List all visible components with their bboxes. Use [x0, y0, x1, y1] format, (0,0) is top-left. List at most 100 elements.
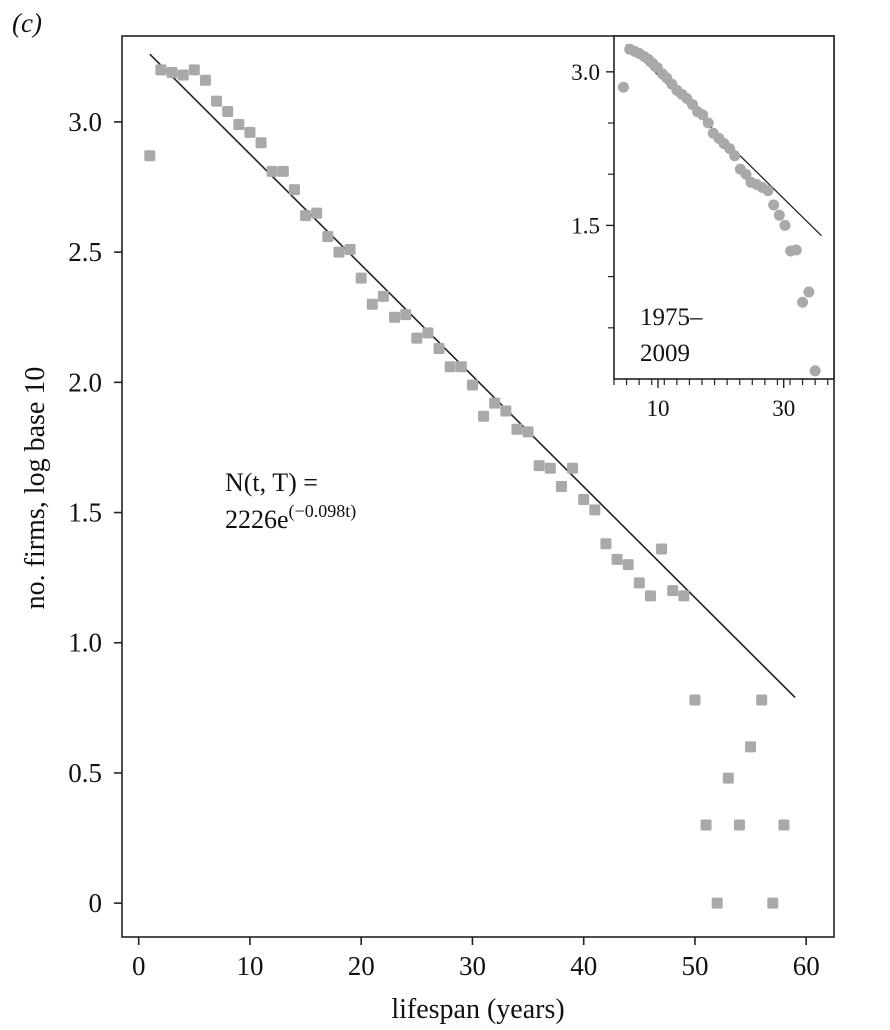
main-data-point [300, 210, 312, 222]
main-x-tick-label: 30 [459, 951, 486, 981]
main-data-point [455, 361, 467, 373]
fit-equation-line1: N(t, T) = [225, 468, 318, 497]
main-data-point [433, 342, 445, 354]
main-data-point [266, 165, 278, 177]
main-data-point [377, 290, 389, 302]
main-data-point [522, 426, 534, 438]
inset-data-point [729, 150, 741, 162]
main-data-point [400, 309, 412, 321]
inset-x-tick-label: 30 [772, 396, 795, 421]
main-data-point [500, 405, 512, 417]
main-data-point [188, 64, 200, 76]
main-x-tick-label: 0 [132, 951, 146, 981]
fit-equation-line2: 2226e(−0.098t) [225, 501, 356, 534]
inset-y-tick-label: 3.0 [571, 60, 600, 85]
x-axis-label: lifespan (years) [391, 994, 564, 1025]
main-y-tick-label: 2.0 [68, 367, 102, 397]
main-data-point [366, 298, 378, 310]
main-data-point [555, 481, 567, 492]
inset-data-point [790, 244, 802, 256]
main-data-point [644, 590, 656, 602]
main-data-point [533, 460, 545, 472]
inset-data-point [809, 365, 821, 377]
inset-data-point [617, 81, 629, 93]
main-data-point [244, 126, 256, 138]
main-x-tick-label: 20 [348, 951, 375, 981]
main-x-tick-label: 40 [570, 951, 597, 981]
main-data-point [466, 379, 478, 391]
inset-plot-frame [613, 35, 835, 380]
main-plot-frame [121, 35, 835, 938]
panel-label: (c) [12, 8, 42, 38]
main-y-ticks: 0 0.5 1.0 1.5 2.0 2.5 3.0 [68, 107, 122, 918]
main-data-point [600, 538, 612, 550]
main-data-point [422, 327, 434, 339]
main-data-point [177, 69, 189, 81]
main-x-tick-label: 50 [681, 951, 708, 981]
main-data-point [233, 119, 245, 131]
main-data-points [144, 64, 790, 909]
main-data-point [578, 494, 590, 506]
main-data-point [478, 410, 490, 422]
inset-y-tick-label: 1.5 [571, 213, 600, 238]
main-y-tick-label: 1.5 [68, 498, 102, 528]
main-data-point [355, 272, 367, 284]
inset-data-point [803, 286, 815, 298]
main-data-point [166, 66, 178, 78]
main-data-point [344, 244, 356, 256]
main-data-point [511, 423, 523, 435]
inset-data-points [617, 43, 821, 377]
main-x-ticks: 0 10 20 30 40 50 60 [132, 937, 820, 981]
main-data-point [389, 311, 401, 323]
main-data-point [155, 64, 167, 76]
inset-chart: 10 30 3.0 1.5 1975– 2009 [571, 35, 835, 421]
main-data-point [322, 231, 334, 243]
main-data-point [567, 462, 579, 474]
main-data-point [756, 694, 768, 706]
main-y-tick-label: 3.0 [68, 107, 102, 137]
main-data-point [722, 772, 734, 784]
inset-x-tick-label: 10 [647, 396, 670, 421]
main-fit-line [149, 53, 796, 698]
main-data-point [222, 106, 234, 118]
main-data-point [333, 246, 345, 258]
inset-data-point [697, 109, 709, 121]
y-axis-label: no. firms, log base 10 [20, 367, 51, 610]
main-data-point [211, 95, 223, 107]
inset-y-ticks: 3.0 1.5 [571, 60, 614, 329]
main-y-tick-label: 2.5 [68, 237, 102, 267]
inset-data-point [779, 219, 791, 231]
main-y-tick-label: 1.0 [68, 628, 102, 658]
main-data-point [199, 74, 211, 86]
main-data-point [656, 543, 668, 555]
inset-period-label-end: 2009 [640, 340, 690, 367]
main-chart: 0 10 20 30 40 50 60 0 0.5 1.0 1.5 2.0 2.5 3.0 lifesp… [20, 35, 835, 1025]
main-y-tick-label: 0.5 [68, 758, 102, 788]
main-data-point [689, 694, 701, 706]
main-data-point [255, 137, 267, 149]
main-data-point [633, 577, 645, 589]
main-data-point [700, 819, 712, 831]
main-data-point [144, 150, 156, 162]
inset-data-point [762, 185, 774, 197]
inset-data-point [740, 168, 752, 180]
main-x-tick-label: 10 [236, 951, 263, 981]
main-data-point [767, 897, 779, 909]
inset-data-point [773, 209, 785, 221]
main-data-point [611, 553, 623, 565]
main-data-point [311, 207, 323, 219]
main-data-point [733, 819, 745, 831]
main-data-point [444, 361, 456, 373]
main-y-tick-label: 0 [89, 888, 103, 918]
main-data-point [622, 559, 634, 571]
main-data-point [277, 165, 289, 177]
inset-data-point [797, 296, 809, 308]
inset-data-point [768, 199, 780, 211]
main-data-point [678, 590, 690, 602]
main-data-point [778, 819, 790, 831]
inset-data-point [702, 117, 714, 129]
main-data-point [411, 332, 423, 344]
main-data-point [711, 897, 723, 909]
inset-x-ticks: 10 30 [613, 379, 829, 421]
